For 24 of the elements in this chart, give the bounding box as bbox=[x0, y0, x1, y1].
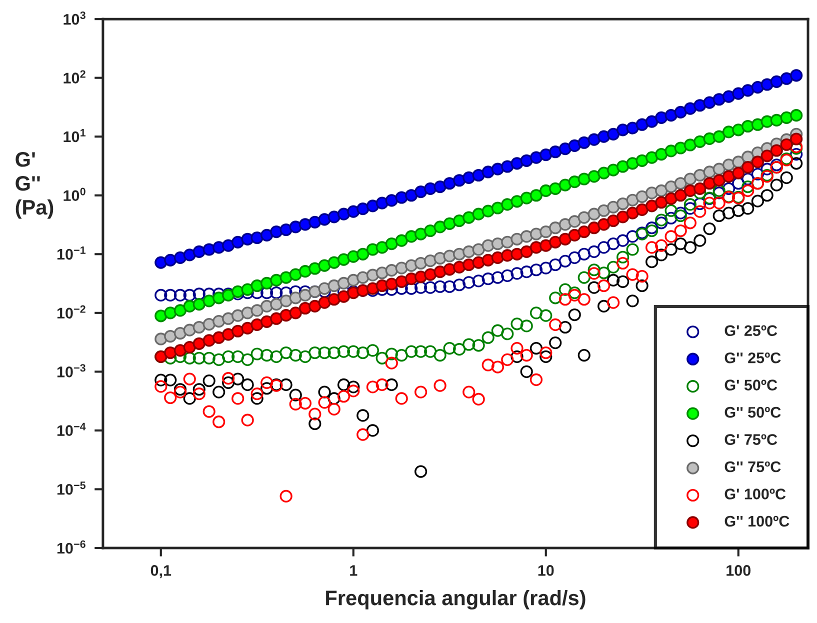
y-tick-label: 10$^{2}$ bbox=[64, 70, 86, 84]
y-tick-label: 10$^{1}$ bbox=[64, 129, 86, 142]
y-tick-label: 10$^{3}$ bbox=[64, 11, 86, 25]
x-tick-label: 10 bbox=[538, 565, 554, 576]
legend-label: G' 75ºC bbox=[724, 434, 778, 445]
x-tick-label: 100 bbox=[726, 565, 750, 576]
x-tick-label: 1 bbox=[350, 565, 358, 576]
x-axis-title: Frequencia angular (rad/s) bbox=[326, 590, 586, 610]
y-tick-label: 10$^{−1}$ bbox=[57, 246, 86, 260]
legend-label: G'' 100ºC bbox=[724, 516, 790, 527]
legend-label: G' 25ºC bbox=[724, 325, 778, 336]
legend-label: G'' 75ºC bbox=[724, 461, 781, 472]
y-tick-label: 10$^{−4}$ bbox=[57, 422, 86, 436]
x-tick-label: 0,1 bbox=[150, 565, 172, 578]
y-axis-title: G' G'' (Pa) bbox=[16, 152, 54, 219]
legend-label: G' 100ºC bbox=[724, 488, 786, 500]
y-tick-label: 10$^{−6}$ bbox=[57, 540, 86, 554]
legend-label: G'' 25ºC bbox=[724, 352, 781, 364]
y-tick-label: 10$^{0}$ bbox=[64, 188, 86, 202]
legend-label: G' 50ºC bbox=[724, 380, 778, 390]
y-tick-label: 10$^{−3}$ bbox=[57, 364, 86, 378]
y-tick-label: 10$^{−2}$ bbox=[57, 305, 86, 319]
y-tick-label: 10$^{−5}$ bbox=[57, 482, 86, 495]
legend-label: G'' 50ºC bbox=[724, 406, 781, 418]
